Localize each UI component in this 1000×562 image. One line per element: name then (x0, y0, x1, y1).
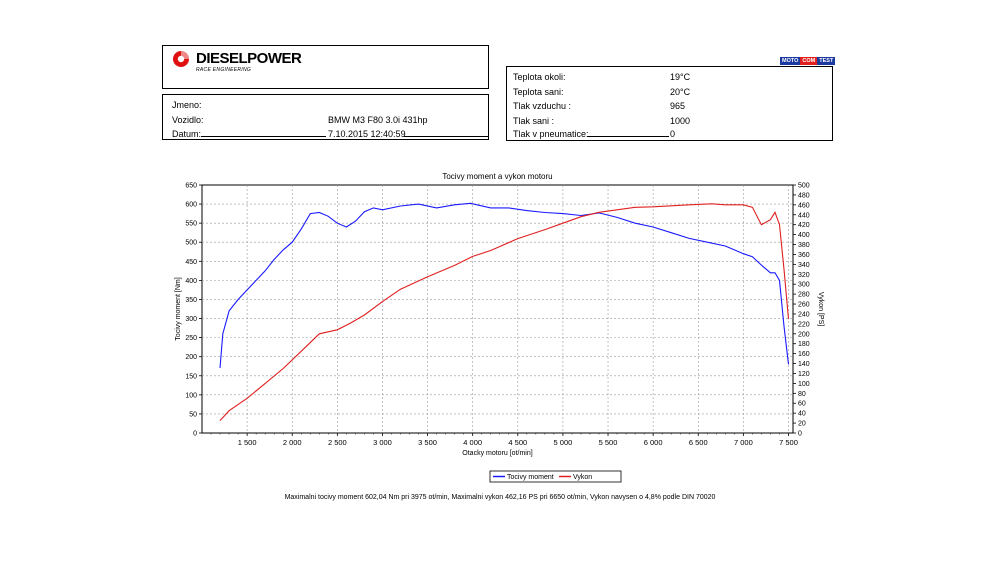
x-tick-label: 3 500 (418, 438, 437, 447)
y-right-tick-label: 480 (798, 192, 810, 199)
y-right-tick-label: 420 (798, 222, 810, 229)
label-tlak-vzduchu: Tlak vzduchu : (513, 101, 572, 111)
y-right-tick-label: 460 (798, 202, 810, 209)
label-teplota-sani: Teplota sani: (513, 87, 564, 97)
badge-test: TEST (817, 57, 836, 65)
x-tick-label: 7 500 (779, 438, 798, 447)
series-line-torque (219, 202, 790, 369)
y-left-tick-label: 100 (185, 392, 197, 399)
x-tick-label: 5 500 (599, 438, 618, 447)
y-left-tick-label: 450 (185, 259, 197, 266)
y-right-tick-label: 400 (798, 232, 810, 239)
label-tlak-sani: Tlak sani : (513, 116, 555, 126)
series-line-power (219, 203, 790, 421)
y-right-axis-label: Vykon [PS] (817, 292, 824, 326)
y-right-tick-label: 500 (798, 183, 810, 190)
y-right-tick-label: 80 (798, 391, 806, 398)
y-right-tick-label: 40 (798, 411, 806, 418)
turbo-logo-icon (173, 51, 189, 67)
y-right-tick-label: 160 (798, 351, 810, 358)
x-tick-label: 7 000 (734, 438, 753, 447)
brand-name: DIESELPOWER (196, 50, 302, 67)
y-right-tick-label: 0 (798, 431, 802, 438)
y-right-tick-label: 320 (798, 272, 810, 279)
value-tlak-sani: 1000 (670, 116, 691, 126)
y-left-tick-label: 500 (185, 240, 197, 247)
x-tick-label: 3 000 (373, 438, 392, 447)
y-right-tick-label: 100 (798, 381, 810, 388)
plot-frame (201, 184, 794, 434)
legend-label-power: Vykon (573, 474, 592, 481)
y-right-tick-label: 140 (798, 361, 810, 368)
y-right-tick-label: 120 (798, 371, 810, 378)
legend-box (489, 470, 622, 483)
y-right-tick-label: 240 (798, 311, 810, 318)
value-teplota-okoli: 19°C (670, 72, 691, 82)
datum-line-right (404, 136, 488, 137)
value-tlak-vzduchu: 965 (670, 101, 686, 111)
y-right-tick-label: 360 (798, 252, 810, 259)
value-vozidlo: BMW M3 F80 3.0i 431hp (328, 115, 428, 125)
datum-line (201, 136, 326, 137)
y-left-tick-label: 300 (185, 316, 197, 323)
y-right-tick-label: 280 (798, 292, 810, 299)
label-teplota-okoli: Teplota okoli: (513, 72, 566, 82)
x-tick-label: 4 500 (508, 438, 527, 447)
x-tick-label: 2 500 (328, 438, 347, 447)
vehicle-info-panel (162, 94, 489, 140)
y-left-tick-label: 200 (185, 354, 197, 361)
summary-text: Maximalni tocivy moment 602,04 Nm pri 39… (284, 494, 716, 501)
y-right-tick-label: 340 (798, 262, 810, 269)
badge-com: COM (800, 57, 818, 65)
value-datum: 7.10.2015 12:40:59 (328, 129, 406, 139)
y-left-tick-label: 0 (193, 431, 197, 438)
y-left-tick-label: 350 (185, 297, 197, 304)
x-tick-label: 2 000 (283, 438, 302, 447)
x-tick-label: 6 500 (689, 438, 708, 447)
chart-title: Tocivy moment a vykon motoru (442, 172, 552, 181)
badge-moto: MOTO (780, 57, 801, 65)
label-datum: Datum: (172, 129, 202, 139)
value-teplota-sani: 20°C (670, 87, 691, 97)
y-left-tick-label: 400 (185, 278, 197, 285)
y-left-tick-label: 50 (189, 411, 197, 418)
y-left-tick-label: 250 (185, 335, 197, 342)
x-axis-label: Otacky motoru [ot/min] (462, 450, 532, 457)
x-tick-label: 4 000 (463, 438, 482, 447)
x-tick-label: 1 500 (238, 438, 257, 447)
y-right-tick-label: 440 (798, 212, 810, 219)
x-tick-label: 5 000 (554, 438, 573, 447)
brand-logo: DIESELPOWER (173, 50, 302, 67)
y-left-tick-label: 600 (185, 202, 197, 209)
y-right-tick-label: 180 (798, 341, 810, 348)
y-right-tick-label: 260 (798, 302, 810, 309)
label-jmeno: Jmeno: (172, 100, 202, 110)
x-tick-label: 6 000 (644, 438, 663, 447)
y-right-tick-label: 20 (798, 421, 806, 428)
y-left-axis-label: Tocivy moment [Nm] (175, 277, 182, 340)
logo-panel (162, 45, 489, 89)
y-right-tick-label: 380 (798, 242, 810, 249)
y-left-tick-label: 650 (185, 183, 197, 190)
y-right-tick-label: 220 (798, 321, 810, 328)
pneumatice-line (587, 136, 669, 137)
y-right-tick-label: 200 (798, 331, 810, 338)
label-vozidlo: Vozidlo: (172, 115, 204, 125)
value-tlak-pneumatice: 0 (670, 129, 676, 139)
motocom-badge: MOTO COM TEST (780, 57, 836, 65)
label-tlak-pneumatice: Tlak v pneumatice: (513, 129, 589, 139)
conditions-panel (506, 66, 833, 141)
y-right-tick-label: 60 (798, 401, 806, 408)
legend-label-torque: Tocivy moment (507, 474, 554, 481)
brand-tagline: RACE ENGINEERING (196, 67, 252, 73)
y-right-tick-label: 300 (798, 282, 810, 289)
y-left-tick-label: 550 (185, 221, 197, 228)
y-left-tick-label: 150 (185, 373, 197, 380)
